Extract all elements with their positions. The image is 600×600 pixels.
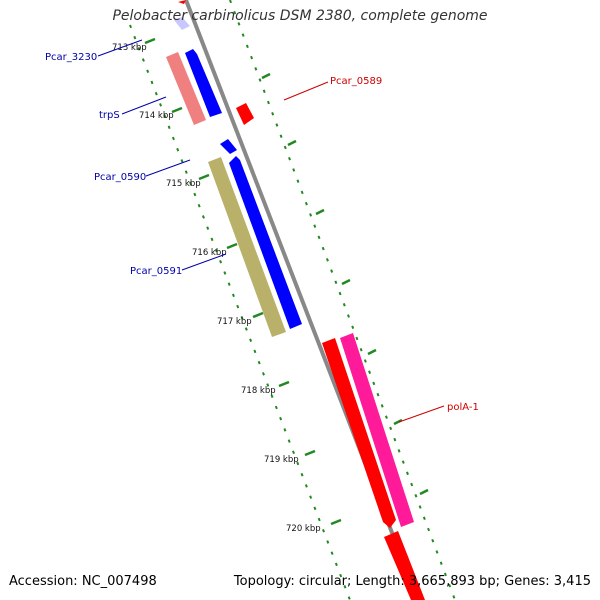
leader-Pcar_0591 <box>181 253 227 271</box>
gene-bottom-red[interactable] <box>384 531 425 600</box>
leader-Pcar_0590 <box>145 159 191 177</box>
scale-label-719: 719 kbp <box>264 455 299 465</box>
label-Pcar_0589[interactable]: Pcar_0589 <box>330 76 382 87</box>
gene-polA-1-strand[interactable] <box>322 338 396 528</box>
scale-ticks <box>144 37 429 526</box>
label-polA-1[interactable]: polA-1 <box>447 402 479 413</box>
gene-trpS[interactable] <box>166 52 206 125</box>
genome-title: Pelobacter carbinolicus DSM 2380, comple… <box>112 8 488 24</box>
genome-summary: Topology: circular; Length: 3,665,893 bp… <box>233 574 591 589</box>
scale-label-713: 713 kbp <box>112 43 147 53</box>
label-Pcar_3230[interactable]: Pcar_3230 <box>45 52 97 63</box>
label-trpS[interactable]: trpS <box>99 110 120 121</box>
scale-label-714: 714 kbp <box>139 111 174 121</box>
gene-Pcar_0589[interactable] <box>236 103 254 125</box>
gene-top-red[interactable] <box>178 0 186 4</box>
label-Pcar_0590[interactable]: Pcar_0590 <box>94 172 146 183</box>
scale-label-718: 718 kbp <box>241 386 276 396</box>
gene-Pcar_0591[interactable] <box>208 157 286 337</box>
gene-polA-1[interactable] <box>340 333 414 527</box>
accession-text: Accession: NC_007498 <box>9 574 157 589</box>
scale-label-717: 717 kbp <box>217 317 252 327</box>
scale-label-715: 715 kbp <box>166 179 201 189</box>
gene-lavender[interactable] <box>174 17 190 30</box>
leader-Pcar_0589 <box>283 81 329 101</box>
gene-Pcar_3230[interactable] <box>185 49 222 117</box>
leader-Pcar_3230 <box>97 39 143 57</box>
label-Pcar_0591[interactable]: Pcar_0591 <box>130 266 182 277</box>
gene-Pcar_0590[interactable] <box>220 139 237 154</box>
leader-trpS <box>121 96 167 115</box>
gene-blue-long[interactable] <box>229 156 302 329</box>
scale-label-716: 716 kbp <box>192 248 227 258</box>
scale-label-720: 720 kbp <box>286 524 321 534</box>
leader-polA-1 <box>398 405 445 423</box>
